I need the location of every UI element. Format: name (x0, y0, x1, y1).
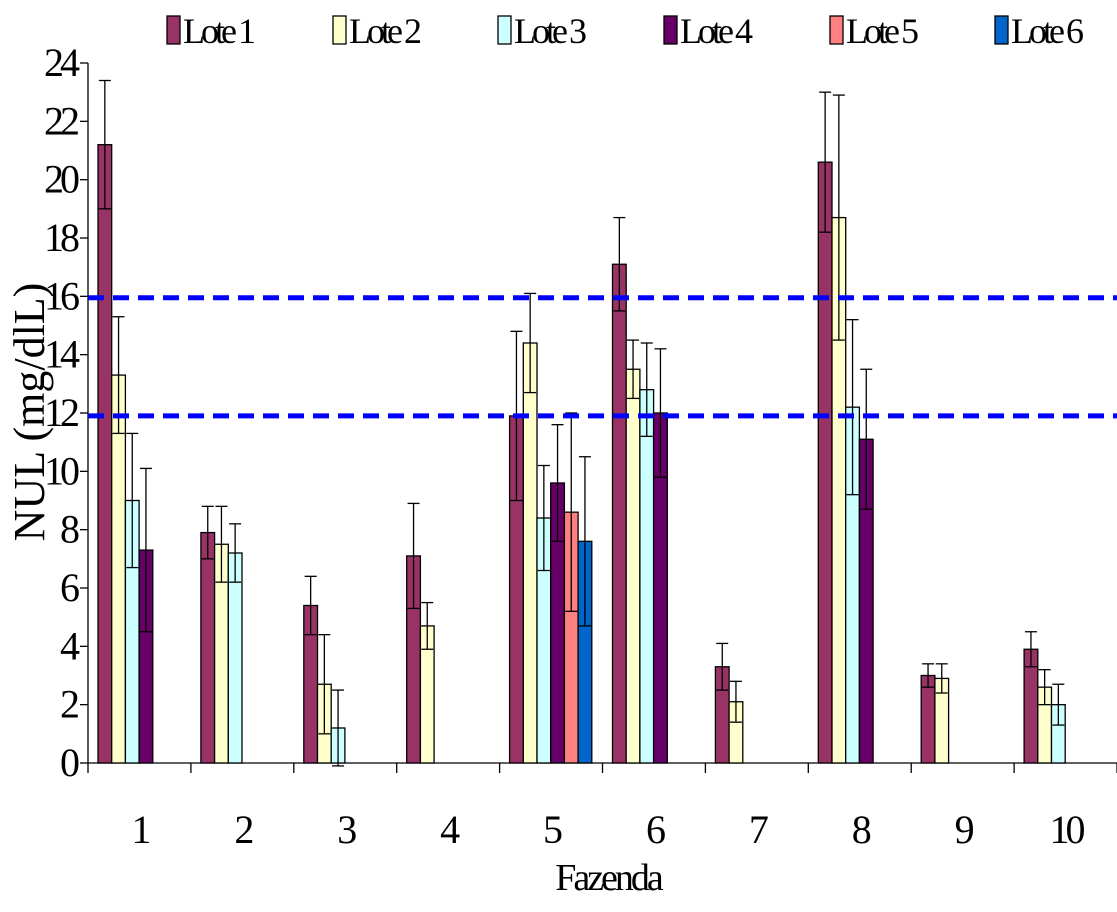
y-tick-label: 18 (44, 215, 79, 260)
y-tick-label: 6 (60, 565, 79, 610)
y-tick-label: 20 (44, 157, 79, 202)
x-axis-title: Fazenda (555, 857, 664, 899)
legend-swatch (497, 15, 512, 45)
legend-swatch (663, 15, 678, 45)
y-tick-label: 12 (44, 390, 78, 435)
x-tick-label: 6 (646, 807, 665, 852)
legend-label: Lote 3 (514, 11, 586, 51)
y-tick-label: 8 (60, 507, 79, 552)
bar (200, 531, 216, 764)
legend-label: Lote 4 (680, 11, 753, 51)
x-tick-label: 8 (852, 807, 871, 852)
legend-label: Lote 6 (1011, 11, 1083, 51)
legend-swatch (332, 15, 347, 45)
y-tick-label: 2 (60, 682, 78, 727)
bar (97, 144, 113, 764)
legend-label: Lote 5 (846, 11, 918, 51)
x-tick-label: 9 (955, 807, 974, 852)
bar (227, 552, 243, 764)
bar (817, 161, 833, 764)
y-tick-label: 24 (44, 40, 80, 85)
y-tick-label: 0 (60, 740, 79, 785)
bars-layer (97, 144, 1066, 764)
x-tick-label: 4 (440, 807, 460, 852)
x-tick-label: 5 (543, 807, 562, 852)
legend-label: Lote 1 (183, 11, 254, 51)
legend-swatch (994, 15, 1009, 45)
x-tick-label: 3 (337, 807, 356, 852)
x-tick-label: 10 (1050, 807, 1085, 852)
legend-swatch (166, 15, 181, 45)
x-tick-label: 7 (749, 807, 768, 852)
y-axis-title: NUL (mg/dlL) (5, 283, 54, 542)
reference-lines-layer (88, 295, 1117, 419)
x-tick-label: 2 (234, 807, 252, 852)
x-tick-label: 1 (131, 807, 149, 852)
bar (522, 342, 538, 764)
bar (625, 368, 641, 764)
bar (639, 389, 655, 764)
y-tick-label: 4 (60, 623, 80, 668)
bar (920, 674, 936, 764)
bar (611, 263, 627, 764)
legend-label: Lote 2 (349, 11, 421, 51)
y-tick-label: 22 (44, 98, 78, 143)
legend-swatch (829, 15, 844, 45)
legend: Lote 1 Lote 2 Lote 3 Lote 4 Lote 5 Lote 6 (166, 11, 1087, 51)
